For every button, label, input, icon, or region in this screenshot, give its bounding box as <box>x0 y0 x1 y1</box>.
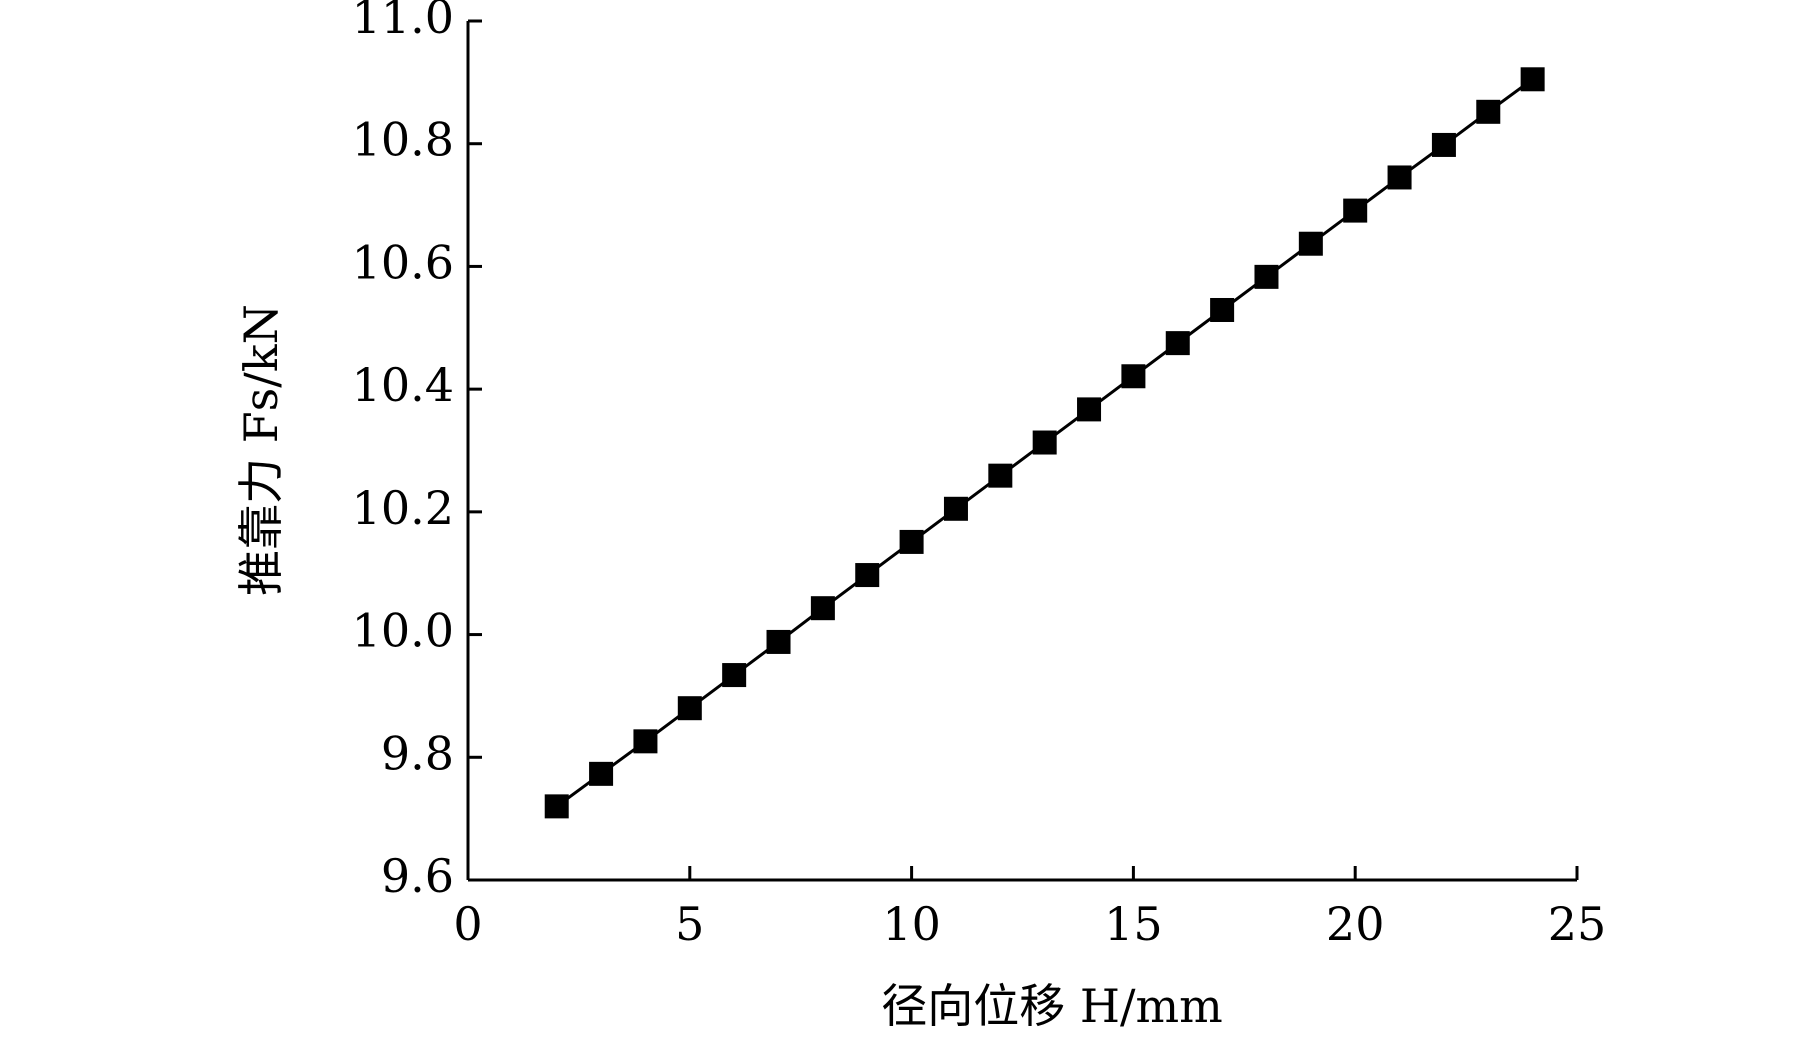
y-tick-label: 9.6 <box>381 849 454 903</box>
x-tick-label: 0 <box>453 897 482 951</box>
x-tick-label: 15 <box>1104 897 1163 951</box>
y-tick-label: 10.2 <box>352 481 454 535</box>
x-tick-label: 5 <box>675 897 704 951</box>
y-tick-label: 11.0 <box>352 0 454 44</box>
data-point <box>1476 99 1501 124</box>
data-point <box>1431 132 1456 157</box>
data-point <box>1343 198 1368 223</box>
data-point <box>544 794 569 819</box>
y-tick-label: 10.4 <box>352 358 454 412</box>
y-tick-label: 9.8 <box>381 726 454 780</box>
x-axis-label: 径向位移 H/mm <box>881 979 1222 1033</box>
data-point <box>722 663 747 688</box>
x-tick-label: 20 <box>1326 897 1385 951</box>
data-point <box>677 696 702 721</box>
data-point <box>1121 364 1146 389</box>
y-axis-label: 推靠力 Fs/kN <box>234 304 288 596</box>
y-tick-label: 10.0 <box>352 604 454 658</box>
data-point <box>988 463 1013 488</box>
data-point <box>943 496 968 521</box>
data-point <box>1165 331 1190 356</box>
data-point <box>810 596 835 621</box>
data-point <box>899 529 924 554</box>
data-point <box>855 563 880 588</box>
data-point <box>1387 165 1412 190</box>
data-point <box>1298 231 1323 256</box>
x-tick-label: 25 <box>1548 897 1607 951</box>
data-point <box>589 761 614 786</box>
data-point <box>1210 297 1235 322</box>
data-point <box>633 729 658 754</box>
y-tick-label: 10.6 <box>352 235 454 289</box>
x-tick-label: 10 <box>882 897 941 951</box>
data-point <box>1077 397 1102 422</box>
data-point <box>1032 430 1057 455</box>
data-point <box>766 629 791 654</box>
data-point <box>1254 264 1279 289</box>
y-tick-label: 10.8 <box>352 113 454 167</box>
data-point <box>1520 67 1545 92</box>
